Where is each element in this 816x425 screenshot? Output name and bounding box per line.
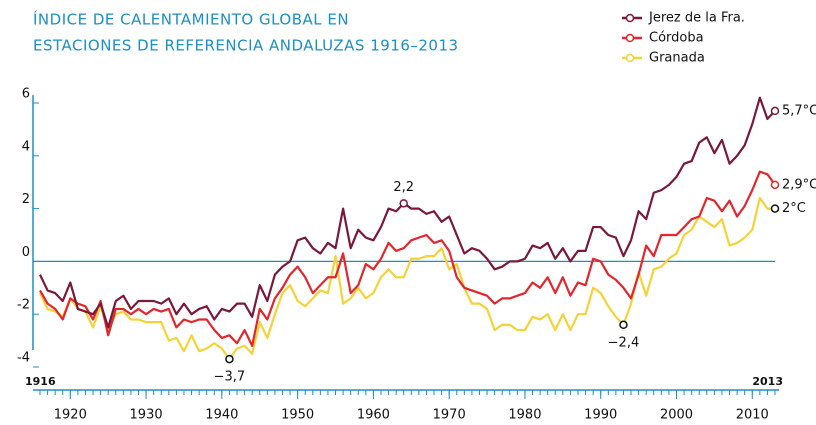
annotation-label: −2,4 [608,335,640,350]
y-tick-label: 4 [22,139,30,154]
data-line [39,170,776,347]
legend-marker [625,33,635,43]
annotation-label: 2°C [782,201,806,216]
x-tick-label: 2010 [736,408,769,423]
x-tick-label: 1950 [281,408,314,423]
data-line [39,196,775,361]
x-tick-label: 1920 [54,408,87,423]
legend-label: Córdoba [649,31,704,46]
y-tick-label: 6 [22,87,30,102]
x-tick-label: 1970 [433,408,466,423]
annotation-marker [770,106,780,116]
legend-label: Jerez de la Fra. [648,11,745,26]
y-tick-label: -2 [17,298,30,313]
legend-marker [625,53,635,63]
annotation-marker [399,199,408,208]
y-tick-label: 0 [22,245,30,260]
annotation-marker [619,320,628,330]
x-tick-label: 2000 [660,408,693,423]
x-tick-label: 1940 [205,408,238,423]
chart-title: ESTACIONES DE REFERENCIA ANDALUZAS 1916–… [33,37,459,55]
legend-label: Granada [649,51,705,66]
x-end-label: 2013 [752,375,783,388]
annotation-label: 2,2 [393,180,414,195]
data-line [39,96,776,329]
y-tick-label: 2 [22,192,30,207]
legend-marker [625,13,635,23]
annotation-label: −3,7 [214,370,246,385]
annotation-label: 2,9°C [782,177,816,192]
annotation-label: 5,7°C [782,103,816,118]
x-tick-label: 1980 [508,408,541,423]
x-tick-label: 1960 [357,408,390,423]
x-tick-label: 1990 [584,408,617,423]
x-start-label: 1916 [25,375,56,388]
y-tick-label: -4 [17,351,30,366]
annotation-marker [770,204,780,213]
x-tick-label: 1930 [130,408,163,423]
annotation-marker [770,180,780,190]
annotation-marker [225,354,234,364]
chart-title: ÍNDICE DE CALENTAMIENTO GLOBAL EN [33,10,349,29]
